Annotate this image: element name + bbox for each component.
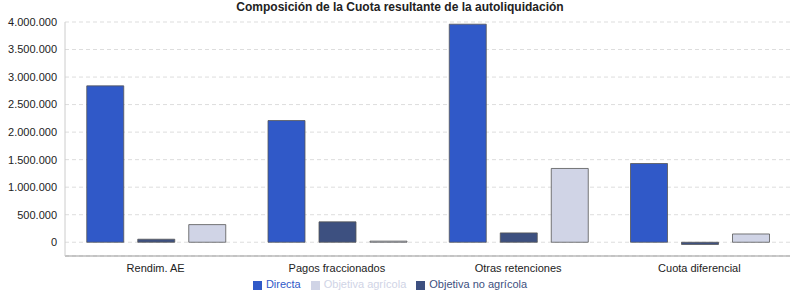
svg-text:Cuota diferencial: Cuota diferencial xyxy=(658,262,741,274)
svg-text:0: 0 xyxy=(51,236,57,248)
svg-text:3.000.000: 3.000.000 xyxy=(8,71,57,83)
html-text:Objetiva no agrícola: Objetiva no agrícola xyxy=(429,278,528,290)
html-text:Objetiva agrícola: Objetiva agrícola xyxy=(323,278,407,290)
html-text:Directa: Directa xyxy=(265,278,301,290)
svg-text:Pagos fraccionados: Pagos fraccionados xyxy=(289,262,386,274)
svg-text:Otras retenciones: Otras retenciones xyxy=(475,262,562,274)
html-text:Composición de la Cuota result: Composición de la Cuota resultante de la… xyxy=(236,0,564,14)
svg-text:1.500.000: 1.500.000 xyxy=(8,154,57,166)
svg-text:1.000.000: 1.000.000 xyxy=(8,181,57,193)
svg-text:2.000.000: 2.000.000 xyxy=(8,126,57,138)
svg-text:2.500.000: 2.500.000 xyxy=(8,98,57,110)
svg-text:4.000.000: 4.000.000 xyxy=(8,16,57,28)
svg-text:Rendim. AE: Rendim. AE xyxy=(127,262,185,274)
svg-text:500.000: 500.000 xyxy=(17,209,57,221)
svg-text:3.500.000: 3.500.000 xyxy=(8,43,57,55)
